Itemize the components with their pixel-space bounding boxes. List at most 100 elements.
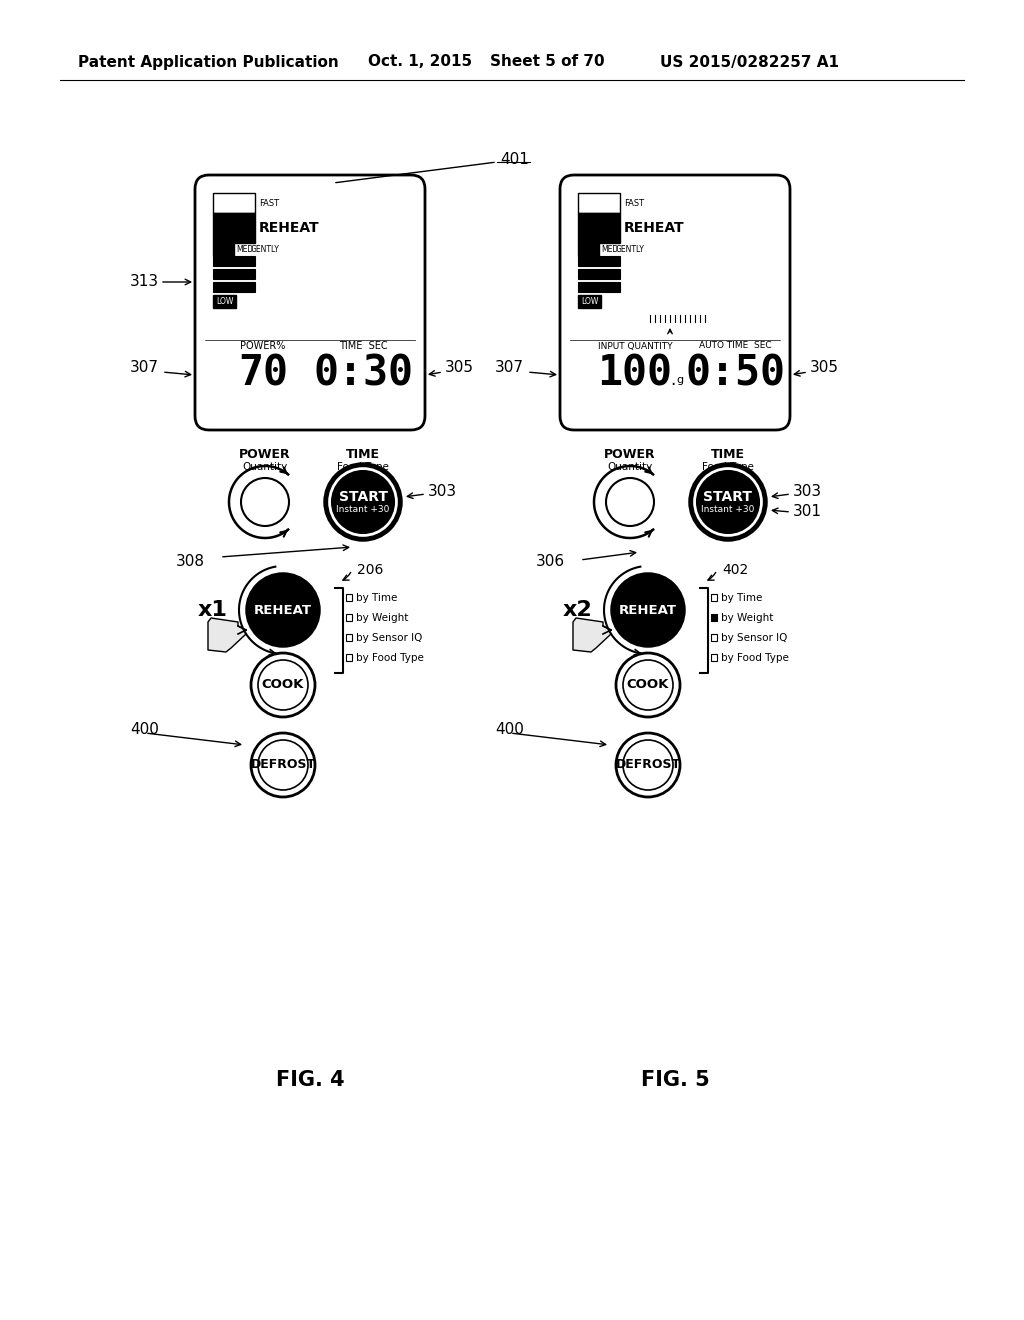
Text: TIME  SEC: TIME SEC <box>339 341 387 351</box>
Circle shape <box>247 574 319 645</box>
Bar <box>213 269 255 279</box>
Text: REHEAT: REHEAT <box>259 220 319 235</box>
Bar <box>578 193 620 213</box>
FancyBboxPatch shape <box>195 176 425 430</box>
Text: FAST: FAST <box>259 198 280 207</box>
Bar <box>213 282 255 292</box>
Bar <box>711 634 717 642</box>
Circle shape <box>616 653 680 717</box>
Bar <box>346 614 352 620</box>
Text: 401: 401 <box>500 153 528 168</box>
Bar <box>346 653 352 661</box>
Text: REHEAT: REHEAT <box>254 603 312 616</box>
Text: DEFROST: DEFROST <box>251 759 315 771</box>
Bar <box>213 294 237 308</box>
Text: by Food Type: by Food Type <box>721 653 788 663</box>
Text: POWER: POWER <box>240 447 291 461</box>
Circle shape <box>330 469 396 536</box>
Text: by Time: by Time <box>721 593 763 603</box>
Text: TIME: TIME <box>346 447 380 461</box>
Text: x1: x1 <box>198 601 228 620</box>
Text: by Weight: by Weight <box>721 612 773 623</box>
Bar <box>346 594 352 601</box>
Text: Food Type: Food Type <box>337 462 389 473</box>
Text: FIG. 5: FIG. 5 <box>641 1071 710 1090</box>
Circle shape <box>606 478 654 525</box>
Bar <box>578 243 599 256</box>
Text: REHEAT: REHEAT <box>624 220 685 235</box>
Text: Food Type: Food Type <box>702 462 754 473</box>
Text: GENTLY: GENTLY <box>251 244 280 253</box>
Bar <box>213 193 255 213</box>
Text: by Sensor IQ: by Sensor IQ <box>356 634 422 643</box>
Text: by Food Type: by Food Type <box>356 653 424 663</box>
Text: COOK: COOK <box>262 678 304 692</box>
Text: 400: 400 <box>130 722 159 738</box>
Text: START: START <box>339 490 387 504</box>
Text: INPUT QUANTITY: INPUT QUANTITY <box>598 342 673 351</box>
Text: AUTO TIME  SEC: AUTO TIME SEC <box>698 342 771 351</box>
Bar <box>578 213 620 243</box>
Text: US 2015/0282257 A1: US 2015/0282257 A1 <box>660 54 839 70</box>
Bar <box>578 269 620 279</box>
Bar <box>711 594 717 601</box>
Text: Instant +30: Instant +30 <box>701 506 755 515</box>
Text: Oct. 1, 2015: Oct. 1, 2015 <box>368 54 472 70</box>
Bar <box>711 614 717 620</box>
Text: g: g <box>677 375 684 385</box>
Text: LOW: LOW <box>216 297 233 305</box>
Text: 305: 305 <box>445 360 474 375</box>
Text: LOW: LOW <box>581 297 598 305</box>
Text: 313: 313 <box>130 275 159 289</box>
Text: 306: 306 <box>536 554 565 569</box>
Bar <box>213 213 255 243</box>
Polygon shape <box>208 618 246 652</box>
Text: Sheet 5 of 70: Sheet 5 of 70 <box>490 54 604 70</box>
Text: Quantity: Quantity <box>243 462 288 473</box>
Text: by Weight: by Weight <box>356 612 409 623</box>
Text: REHEAT: REHEAT <box>618 603 677 616</box>
Text: DEFROST: DEFROST <box>615 759 681 771</box>
Bar <box>578 256 620 267</box>
Circle shape <box>251 653 315 717</box>
Bar <box>578 294 601 308</box>
Text: 100: 100 <box>597 352 673 393</box>
Bar <box>711 653 717 661</box>
Bar <box>213 243 234 256</box>
Text: 303: 303 <box>793 484 822 499</box>
Text: MED: MED <box>601 244 618 253</box>
Text: Quantity: Quantity <box>607 462 652 473</box>
Text: FAST: FAST <box>624 198 644 207</box>
Text: GENTLY: GENTLY <box>616 244 645 253</box>
Text: POWER: POWER <box>604 447 655 461</box>
Text: 402: 402 <box>722 564 749 577</box>
Circle shape <box>241 478 289 525</box>
Text: by Sensor IQ: by Sensor IQ <box>721 634 787 643</box>
Circle shape <box>690 465 766 540</box>
Text: 308: 308 <box>176 554 205 569</box>
Text: x2: x2 <box>563 601 593 620</box>
Circle shape <box>258 741 308 789</box>
Circle shape <box>612 574 684 645</box>
Text: TIME: TIME <box>711 447 745 461</box>
Text: 0:50: 0:50 <box>685 352 785 393</box>
Circle shape <box>694 469 762 536</box>
FancyBboxPatch shape <box>560 176 790 430</box>
Circle shape <box>616 733 680 797</box>
Text: COOK: COOK <box>627 678 670 692</box>
Text: POWER%: POWER% <box>241 341 286 351</box>
Text: .: . <box>671 371 676 389</box>
Text: MED: MED <box>236 244 253 253</box>
Circle shape <box>258 660 308 710</box>
Text: 301: 301 <box>793 504 822 520</box>
Text: Instant +30: Instant +30 <box>336 506 390 515</box>
Polygon shape <box>573 618 611 652</box>
Text: 70: 70 <box>238 352 288 393</box>
Circle shape <box>623 660 673 710</box>
Circle shape <box>623 741 673 789</box>
Circle shape <box>251 733 315 797</box>
Text: by Time: by Time <box>356 593 397 603</box>
Bar <box>213 256 255 267</box>
Text: 303: 303 <box>428 484 457 499</box>
Text: 206: 206 <box>357 564 383 577</box>
